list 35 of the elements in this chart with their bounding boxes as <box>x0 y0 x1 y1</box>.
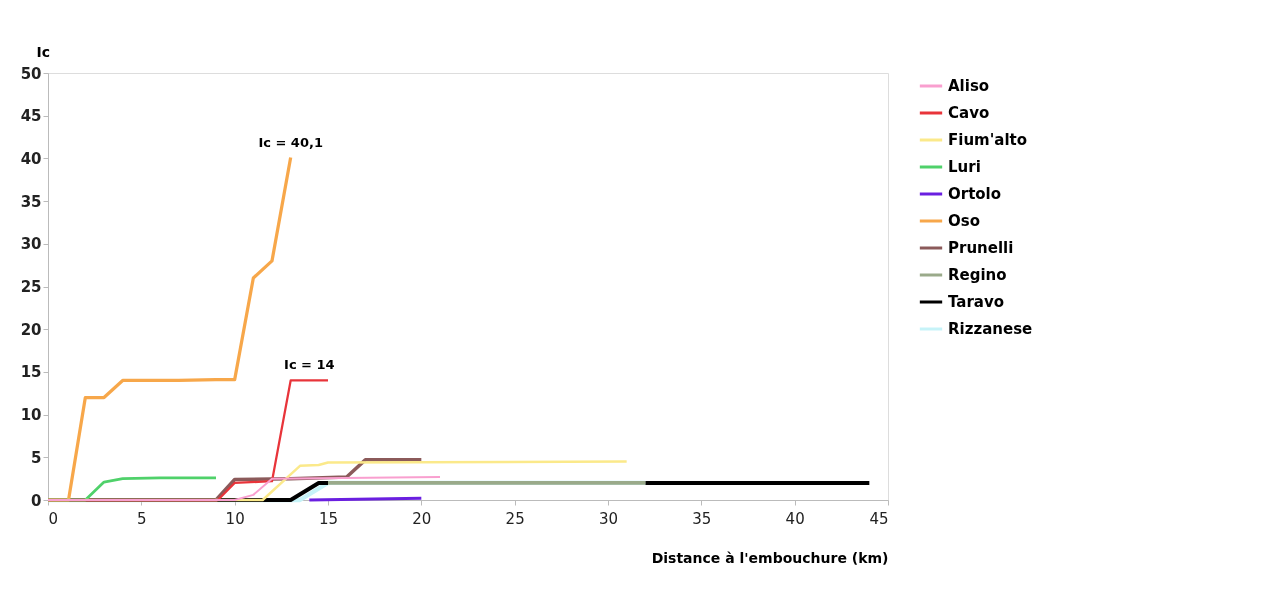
annotation: Ic = 14 <box>284 357 335 373</box>
legend-label: Cavo <box>948 104 990 122</box>
y-tick-label: 15 <box>20 363 42 382</box>
annotation: Ic = 40,1 <box>258 134 323 150</box>
x-tick-label: 45 <box>869 509 889 528</box>
x-tick-label: 25 <box>505 509 525 528</box>
x-tick-label: 5 <box>137 509 147 528</box>
y-tick-label: 35 <box>20 192 42 211</box>
x-tick-label: 0 <box>48 509 59 528</box>
legend-label: Fium'alto <box>948 131 1028 149</box>
legend-label: Taravo <box>948 293 1005 311</box>
x-tick-label: 20 <box>412 509 432 528</box>
x-tick-label: 35 <box>692 509 712 528</box>
x-axis-title: Distance à l'embouchure (km) <box>651 549 889 566</box>
y-tick-label: 20 <box>20 320 42 339</box>
y-tick-label: 45 <box>20 107 42 126</box>
legend-label: Regino <box>948 266 1007 284</box>
legend-label: Oso <box>948 212 980 230</box>
y-tick-label: 25 <box>20 278 42 296</box>
legend-label: Ortolo <box>948 185 1002 203</box>
y-tick-label: 5 <box>31 448 42 467</box>
y-tick-label: 30 <box>20 235 42 254</box>
legend-label: Aliso <box>948 77 990 95</box>
legend-label: Luri <box>948 158 981 176</box>
x-tick-label: 10 <box>225 509 245 528</box>
y-axis-title: Ic <box>36 43 51 60</box>
x-tick-label: 30 <box>598 509 619 528</box>
legend-label: Prunelli <box>948 239 1014 257</box>
y-tick-label: 10 <box>20 406 42 425</box>
x-tick-label: 15 <box>318 509 339 528</box>
y-tick-label: 0 <box>31 491 42 510</box>
x-tick-label: 40 <box>785 509 805 528</box>
y-tick-label: 40 <box>20 149 42 168</box>
y-tick-label: 50 <box>20 64 42 83</box>
legend-label: Rizzanese <box>948 320 1033 338</box>
